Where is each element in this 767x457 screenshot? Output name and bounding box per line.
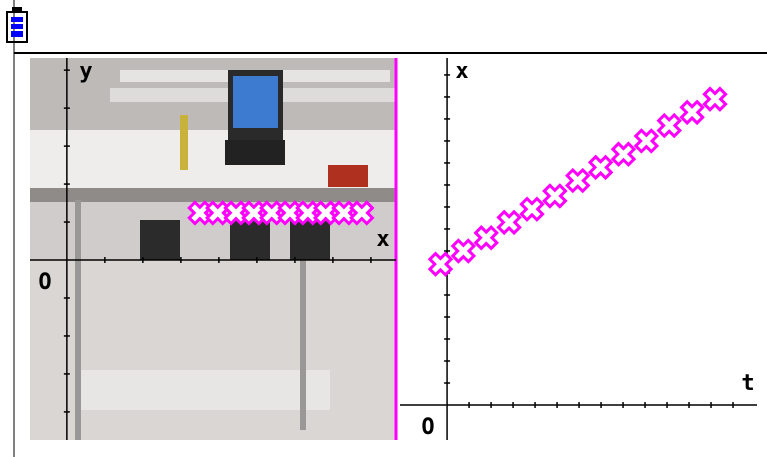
y-axis-label: y [79, 59, 92, 84]
data-point [205, 200, 231, 226]
data-point [519, 196, 545, 222]
data-point [656, 112, 682, 139]
data-point [241, 200, 267, 226]
data-point [565, 167, 591, 194]
photo [30, 58, 396, 440]
data-point [295, 200, 321, 226]
origin-label: O [38, 270, 51, 295]
data-point [223, 200, 249, 226]
origin-label: O [421, 415, 434, 440]
data-point [542, 183, 568, 209]
battery-icon [6, 7, 28, 43]
data-point [258, 200, 285, 226]
x-axis-label: x [376, 227, 389, 252]
data-point [450, 238, 477, 264]
data-point [473, 225, 499, 251]
data-point [331, 200, 357, 226]
data-point [587, 154, 614, 181]
x-axis-label: t [741, 371, 754, 396]
data-point [427, 251, 454, 277]
data-point [633, 128, 660, 154]
data-point [312, 200, 339, 226]
data-point [277, 200, 303, 226]
data-point [496, 209, 522, 236]
data-point [349, 200, 375, 226]
data-point [610, 141, 637, 167]
data-point [187, 200, 213, 226]
data-point [702, 86, 728, 112]
data-point [679, 99, 705, 126]
y-axis-label: x [455, 59, 468, 84]
